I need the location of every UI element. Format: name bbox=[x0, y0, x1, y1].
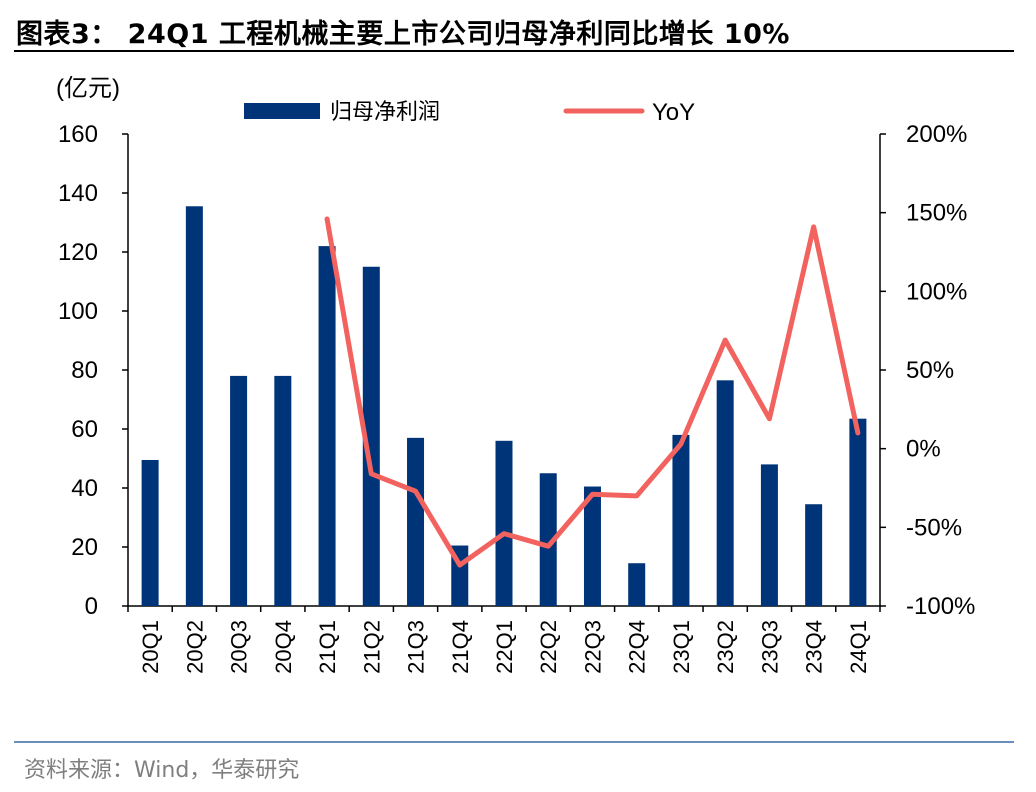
bar-23Q4 bbox=[805, 504, 823, 606]
bar-21Q3 bbox=[407, 437, 425, 606]
bar-22Q2 bbox=[539, 473, 557, 606]
x-category-label: 20Q2 bbox=[182, 620, 207, 674]
y-right-tick-label: 0% bbox=[906, 436, 941, 463]
legend-label-bar: 归母净利润 bbox=[330, 100, 440, 125]
line-series bbox=[324, 216, 861, 568]
x-category-label: 21Q4 bbox=[448, 620, 473, 674]
bar-21Q2 bbox=[362, 266, 380, 606]
legend: 归母净利润 YoY bbox=[244, 99, 695, 126]
y-right-tick-label: 100% bbox=[906, 278, 967, 305]
x-category-label: 23Q4 bbox=[802, 620, 827, 674]
legend-label-line: YoY bbox=[652, 99, 695, 126]
bar-series bbox=[141, 206, 867, 606]
bar-20Q4 bbox=[274, 375, 292, 606]
x-category-label: 23Q1 bbox=[669, 620, 694, 674]
source-note: 资料来源：Wind，华泰研究 bbox=[24, 758, 300, 783]
bar-21Q1 bbox=[318, 246, 336, 606]
bar-23Q3 bbox=[760, 464, 778, 606]
y-left-tick-label: 40 bbox=[71, 475, 98, 502]
bar-20Q3 bbox=[230, 375, 248, 606]
chart-title: 图表3： 24Q1 工程机械主要上市公司归母净利同比增长 10% bbox=[16, 19, 790, 50]
bar-22Q3 bbox=[583, 486, 601, 606]
bar-23Q1 bbox=[672, 434, 690, 606]
y-left-tick-label: 80 bbox=[71, 357, 98, 384]
y-left-tick-label: 0 bbox=[85, 593, 98, 620]
bar-22Q1 bbox=[495, 440, 513, 606]
y-left-tick-label: 20 bbox=[71, 534, 98, 561]
x-category-label: 21Q1 bbox=[315, 620, 340, 674]
y-left-tick-label: 60 bbox=[71, 416, 98, 443]
x-category-label: 21Q3 bbox=[404, 620, 429, 674]
source-divider bbox=[14, 741, 1014, 743]
y-right-tick-label: 50% bbox=[906, 357, 954, 384]
y-right-tick-label: -50% bbox=[906, 514, 962, 541]
x-category-label: 22Q2 bbox=[536, 620, 561, 674]
bar-24Q1 bbox=[849, 418, 867, 606]
bar-20Q2 bbox=[185, 206, 203, 606]
x-category-label: 22Q4 bbox=[625, 620, 650, 674]
y-left-tick-label: 160 bbox=[58, 121, 98, 148]
y-right-tick-label: 200% bbox=[906, 121, 967, 148]
y-left-tick-label: 100 bbox=[58, 298, 98, 325]
axis-labels: 0 20 40 60 80 100 120 140 160 -100% -50% 0% 50% 100% 1… bbox=[56, 75, 975, 674]
x-category-label: 24Q1 bbox=[846, 620, 871, 674]
x-category-label: 20Q3 bbox=[227, 620, 252, 674]
y-right-tick-label: -100% bbox=[906, 593, 975, 620]
bar-22Q4 bbox=[628, 563, 646, 606]
y-left-unit-label: (亿元) bbox=[56, 75, 120, 102]
legend-swatch-bar bbox=[244, 103, 320, 119]
x-category-label: 20Q4 bbox=[271, 620, 296, 674]
x-category-label: 21Q2 bbox=[359, 620, 384, 674]
x-category-label: 23Q2 bbox=[713, 620, 738, 674]
title-divider bbox=[14, 50, 1014, 52]
x-category-label: 23Q3 bbox=[757, 620, 782, 674]
y-right-tick-label: 150% bbox=[906, 200, 967, 227]
bar-23Q2 bbox=[716, 380, 734, 606]
combo-chart: 0 20 40 60 80 100 120 140 160 -100% -50% 0% 50% 100% 1… bbox=[56, 75, 975, 674]
x-category-label: 20Q1 bbox=[138, 620, 163, 674]
y-left-tick-label: 120 bbox=[58, 239, 98, 266]
x-category-label: 22Q3 bbox=[580, 620, 605, 674]
y-left-tick-label: 140 bbox=[58, 180, 98, 207]
bar-20Q1 bbox=[141, 459, 159, 606]
x-category-label: 22Q1 bbox=[492, 620, 517, 674]
